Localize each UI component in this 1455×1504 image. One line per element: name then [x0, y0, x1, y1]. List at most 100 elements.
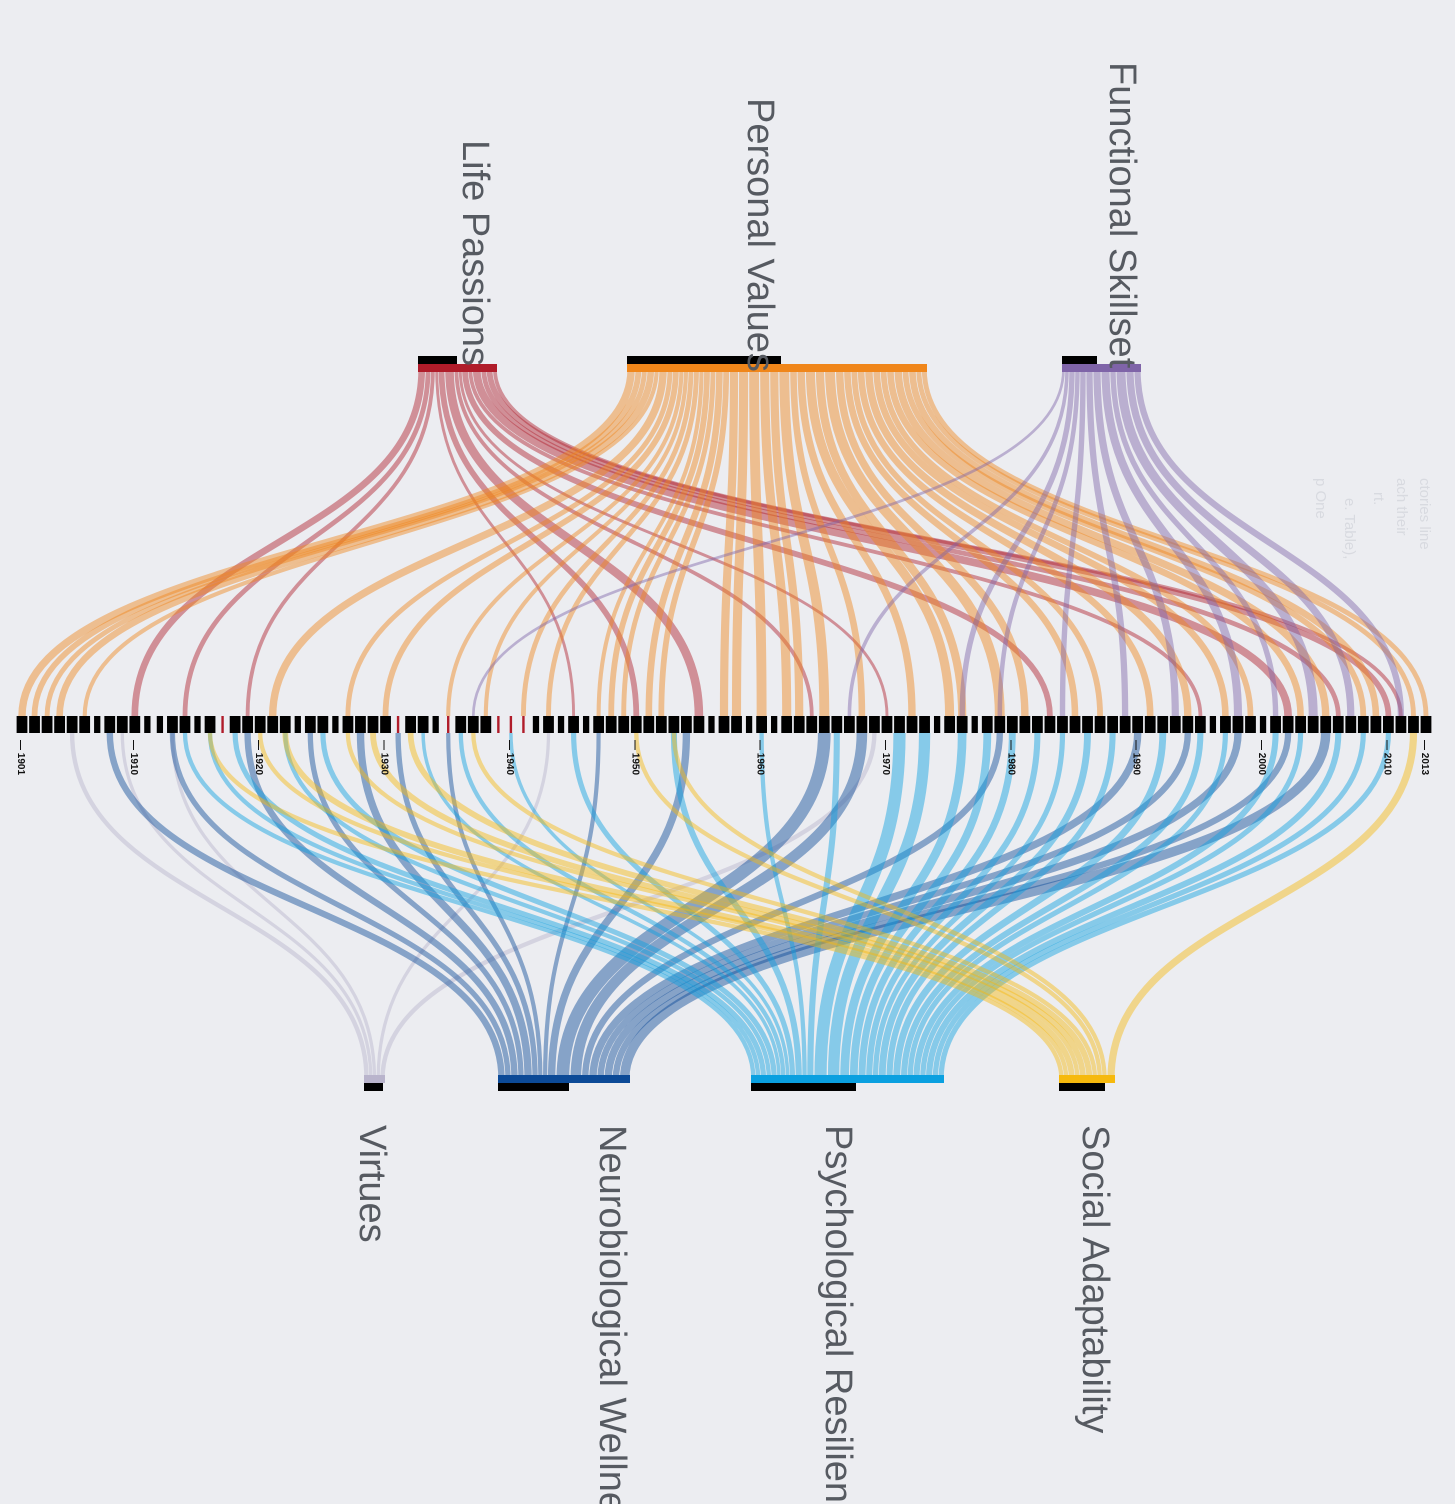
year-block-1996[interactable]	[1209, 716, 1217, 733]
year-block-1943[interactable]	[543, 716, 554, 733]
year-block-1933[interactable]	[417, 716, 429, 733]
year-block-1966[interactable]	[831, 716, 843, 733]
year-block-1925[interactable]	[317, 716, 329, 733]
year-block-1946[interactable]	[582, 716, 590, 733]
category-label-social-adaptability[interactable]: Social Adaptability	[1074, 1125, 1116, 1433]
year-block-1918[interactable]	[229, 716, 241, 733]
bottom-bar-social_adaptability[interactable]	[1059, 1075, 1115, 1083]
category-label-personal-values[interactable]: Personal Values	[739, 98, 781, 372]
year-block-2009[interactable]	[1370, 716, 1382, 733]
top-bar-functional_skillset[interactable]	[1062, 364, 1141, 372]
bottom-bar-virtues[interactable]	[364, 1075, 385, 1083]
year-block-1951[interactable]	[643, 716, 655, 733]
year-block-1964[interactable]	[806, 716, 818, 733]
year-block-1963[interactable]	[793, 716, 805, 733]
year-block-1954[interactable]	[681, 716, 692, 733]
year-block-1913[interactable]	[167, 716, 178, 733]
year-block-1970[interactable]	[881, 716, 893, 733]
year-block-1902[interactable]	[29, 716, 40, 733]
category-label-life-passions[interactable]: Life Passions	[454, 140, 496, 366]
year-block-1955[interactable]	[693, 716, 705, 733]
year-block-2005[interactable]	[1320, 716, 1332, 733]
year-block-1909[interactable]	[116, 716, 128, 733]
year-block-1961[interactable]	[771, 716, 778, 733]
year-block-1940[interactable]	[509, 716, 513, 733]
year-block-1998[interactable]	[1232, 716, 1244, 733]
year-block-1935[interactable]	[447, 716, 450, 733]
year-block-2007[interactable]	[1345, 716, 1357, 733]
year-block-1911[interactable]	[144, 716, 151, 733]
bottom-bar-psychological_resilience[interactable]	[751, 1075, 944, 1083]
year-block-1912[interactable]	[156, 716, 164, 733]
year-block-2012[interactable]	[1408, 716, 1419, 733]
year-block-1919[interactable]	[242, 716, 254, 733]
year-block-1982[interactable]	[1032, 716, 1043, 733]
year-block-1983[interactable]	[1044, 716, 1056, 733]
year-block-1907[interactable]	[94, 716, 101, 733]
year-block-1986[interactable]	[1082, 716, 1093, 733]
year-block-1991[interactable]	[1144, 716, 1156, 733]
year-block-1915[interactable]	[194, 716, 201, 733]
year-block-1985[interactable]	[1069, 716, 1081, 733]
year-block-1990[interactable]	[1132, 716, 1144, 733]
year-block-2008[interactable]	[1357, 716, 1369, 733]
year-block-2001[interactable]	[1270, 716, 1281, 733]
year-block-1972[interactable]	[906, 716, 918, 733]
year-block-1924[interactable]	[304, 716, 316, 733]
year-block-1938[interactable]	[480, 716, 492, 733]
year-block-1945[interactable]	[568, 716, 579, 733]
year-block-1997[interactable]	[1220, 716, 1231, 733]
year-block-1929[interactable]	[367, 716, 379, 733]
year-block-1921[interactable]	[267, 716, 279, 733]
year-block-1953[interactable]	[668, 716, 680, 733]
year-block-1917[interactable]	[221, 716, 224, 733]
year-block-1981[interactable]	[1019, 716, 1031, 733]
year-block-1922[interactable]	[279, 716, 291, 733]
year-block-1937[interactable]	[467, 716, 479, 733]
year-block-1904[interactable]	[54, 716, 65, 733]
year-block-1944[interactable]	[557, 716, 565, 733]
top-bar-personal_values[interactable]	[627, 364, 927, 372]
year-block-2011[interactable]	[1395, 716, 1407, 733]
year-block-1959[interactable]	[745, 716, 753, 733]
year-block-1980[interactable]	[1006, 716, 1018, 733]
year-block-1928[interactable]	[355, 716, 366, 733]
bottom-bar-neurobiological_wellness[interactable]	[498, 1075, 630, 1083]
year-block-1920[interactable]	[254, 716, 266, 733]
year-block-1936[interactable]	[455, 716, 467, 733]
year-block-1994[interactable]	[1182, 716, 1194, 733]
year-block-2003[interactable]	[1295, 716, 1307, 733]
year-block-1989[interactable]	[1119, 716, 1131, 733]
year-block-1931[interactable]	[396, 716, 400, 733]
year-block-1949[interactable]	[618, 716, 630, 733]
year-block-1906[interactable]	[79, 716, 91, 733]
year-block-1942[interactable]	[532, 716, 540, 733]
year-block-1993[interactable]	[1169, 716, 1181, 733]
year-block-2000[interactable]	[1259, 716, 1267, 733]
year-block-2010[interactable]	[1383, 716, 1394, 733]
year-block-2006[interactable]	[1332, 716, 1344, 733]
year-block-1916[interactable]	[204, 716, 216, 733]
year-block-1947[interactable]	[593, 716, 605, 733]
year-block-1976[interactable]	[956, 716, 968, 733]
year-block-1908[interactable]	[104, 716, 116, 733]
year-block-1971[interactable]	[894, 716, 905, 733]
top-bar-life_passions[interactable]	[418, 364, 497, 372]
year-block-2004[interactable]	[1307, 716, 1319, 733]
year-block-2013[interactable]	[1420, 716, 1432, 733]
year-block-1932[interactable]	[405, 716, 416, 733]
year-block-1934[interactable]	[432, 716, 439, 733]
year-block-1974[interactable]	[933, 716, 941, 733]
year-block-1999[interactable]	[1245, 716, 1256, 733]
year-block-1960[interactable]	[756, 716, 767, 733]
year-block-1975[interactable]	[944, 716, 956, 733]
year-block-1987[interactable]	[1094, 716, 1106, 733]
year-block-1930[interactable]	[380, 716, 391, 733]
year-block-1950[interactable]	[630, 716, 642, 733]
year-block-1973[interactable]	[919, 716, 930, 733]
year-block-1988[interactable]	[1107, 716, 1118, 733]
year-block-1927[interactable]	[342, 716, 354, 733]
year-block-1995[interactable]	[1194, 716, 1206, 733]
year-block-1905[interactable]	[66, 716, 78, 733]
year-block-1914[interactable]	[179, 716, 191, 733]
